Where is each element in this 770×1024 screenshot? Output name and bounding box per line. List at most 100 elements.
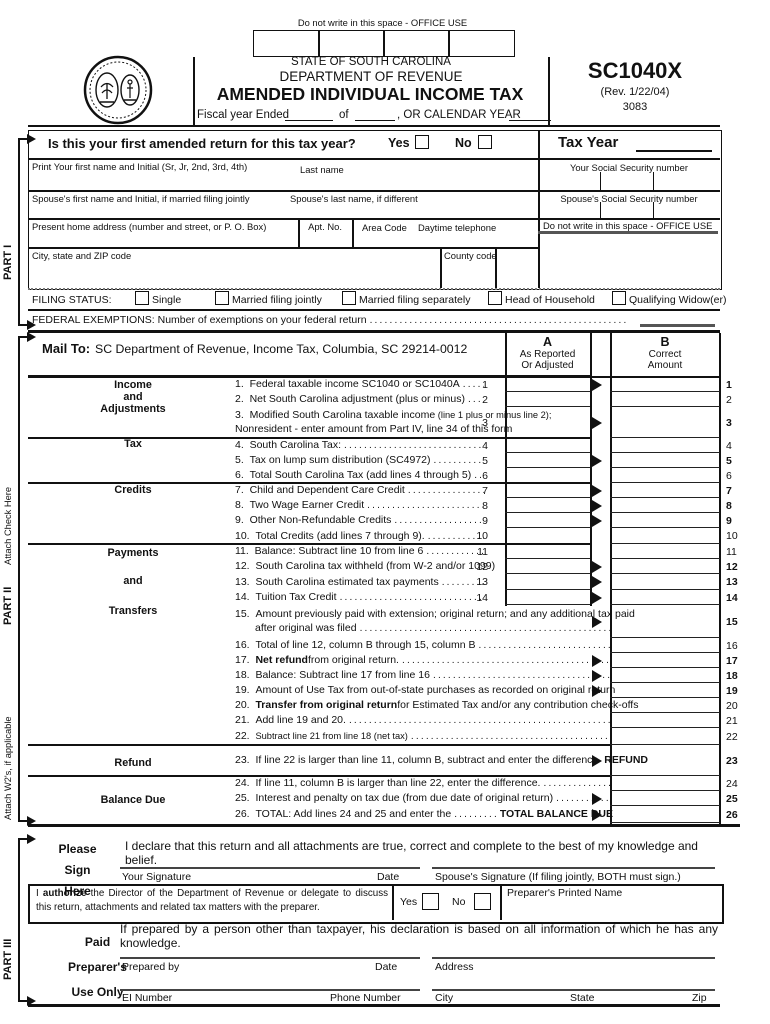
section-label-payments: Payments xyxy=(107,547,159,559)
line-4-left-number: 4 xyxy=(482,439,488,452)
line-8-col-a-cell[interactable] xyxy=(505,499,590,513)
last-name-field[interactable] xyxy=(300,172,530,188)
filing-status-checkbox-2[interactable] xyxy=(215,291,229,305)
line-7-col-a-cell[interactable] xyxy=(505,484,590,498)
line-23-col-b-cell[interactable] xyxy=(610,746,720,776)
federal-exemptions-field[interactable] xyxy=(640,324,715,327)
line-11-col-b-cell[interactable] xyxy=(610,545,720,559)
ei-number-label: EI Number xyxy=(122,992,173,1004)
line-23-right-number: 23 xyxy=(726,754,738,767)
filing-status-checkbox-3[interactable] xyxy=(342,291,356,305)
line-9-col-b-cell[interactable] xyxy=(610,514,720,528)
fiscal-month-field[interactable] xyxy=(285,120,333,121)
prepared-by-field[interactable] xyxy=(120,956,420,959)
line-2-col-a-cell[interactable] xyxy=(505,393,590,407)
form-line-14: 14. Tuition Tax Credit..................… xyxy=(28,590,740,605)
filing-status-checkbox-5[interactable] xyxy=(612,291,626,305)
line-8-col-b-cell[interactable] xyxy=(610,499,720,513)
line-1-col-a-cell[interactable] xyxy=(505,378,590,392)
line-6-col-a-cell[interactable] xyxy=(505,469,590,483)
line-3-col-a-cell[interactable] xyxy=(505,408,590,438)
part2-bracket-top-stub xyxy=(18,336,28,338)
line-23-arrow-icon xyxy=(592,754,602,767)
city-state-zip-field[interactable] xyxy=(30,260,435,284)
line-5-col-a-cell[interactable] xyxy=(505,454,590,468)
spouse-signature-field[interactable] xyxy=(432,866,715,869)
paid-preparer-label: Paid Preparer's Use Only xyxy=(68,935,127,999)
line-11-col-a-cell[interactable] xyxy=(505,545,590,559)
line-14-col-a-cell[interactable] xyxy=(505,591,590,605)
line-9-col-a-cell[interactable] xyxy=(505,514,590,528)
mail-to-label: Mail To: xyxy=(42,341,91,356)
header-divider-left xyxy=(193,57,195,125)
line-14-col-b-cell[interactable] xyxy=(610,591,720,605)
line-5-col-b-cell[interactable] xyxy=(610,454,720,468)
line-6-col-b-cell[interactable] xyxy=(610,469,720,483)
filing-status-option-label: Head of Household xyxy=(505,294,595,306)
line-22-col-b-cell[interactable] xyxy=(610,729,720,745)
first-name-field[interactable] xyxy=(30,172,290,188)
form-line-23: 23. If line 22 is larger than line 11, c… xyxy=(28,744,740,776)
line-20-col-b-cell[interactable] xyxy=(610,699,720,713)
home-address-field[interactable] xyxy=(30,230,295,246)
section-label-adjustments: Adjustments xyxy=(100,403,166,415)
your-signature-field[interactable] xyxy=(120,866,420,869)
county-code-field[interactable] xyxy=(444,260,492,284)
line-10-col-a-cell[interactable] xyxy=(505,529,590,544)
part3-bracket-bottom-arrow xyxy=(27,996,36,1006)
spouse-first-name-field[interactable] xyxy=(30,203,280,217)
line-4-col-b-cell[interactable] xyxy=(610,439,720,453)
line-15-col-b-cell[interactable] xyxy=(610,606,720,638)
line-26-col-b-cell[interactable] xyxy=(610,807,720,823)
authorize-yes-checkbox[interactable] xyxy=(422,893,439,910)
question-no-checkbox[interactable] xyxy=(478,135,492,149)
part1-office-use-label: Do not write in this space - OFFICE USE xyxy=(543,220,713,231)
filing-status-checkbox-4[interactable] xyxy=(488,291,502,305)
line-13-col-a-cell[interactable] xyxy=(505,575,590,590)
first-amended-question: Is this your first amended return for th… xyxy=(48,136,356,151)
line-1-right-number: 1 xyxy=(726,378,732,391)
form-line-8: 8. Two Wage Earner Credit...............… xyxy=(28,498,740,513)
line-1-col-b-cell[interactable] xyxy=(610,378,720,392)
line-19-col-b-cell[interactable] xyxy=(610,684,720,698)
line-7-col-b-cell[interactable] xyxy=(610,484,720,498)
form-line-16: 16. Total of line 12, column B through 1… xyxy=(28,638,740,653)
line-25-col-b-cell[interactable] xyxy=(610,792,720,806)
telephone-field[interactable] xyxy=(356,230,534,246)
line-18-col-b-cell[interactable] xyxy=(610,669,720,683)
line-12-right-number: 12 xyxy=(726,560,738,573)
preparer-printed-name-field[interactable] xyxy=(507,898,712,916)
line-12-col-a-cell[interactable] xyxy=(505,560,590,574)
part1-label: PART I xyxy=(2,244,14,280)
tax-year-field[interactable] xyxy=(636,134,712,152)
line-13-col-b-cell[interactable] xyxy=(610,575,720,590)
authorize-text: I authorize the Director of the Departme… xyxy=(36,888,388,913)
col-header-bottom-rule xyxy=(505,376,720,378)
state-seal-logo xyxy=(83,55,153,125)
line-17-col-b-cell[interactable] xyxy=(610,654,720,668)
preparer-address-field[interactable] xyxy=(432,956,715,959)
ei-number-field[interactable] xyxy=(120,988,420,991)
line-14-left-number: 14 xyxy=(476,591,488,604)
preparer-city-field[interactable] xyxy=(432,988,715,991)
question-yes-checkbox[interactable] xyxy=(415,135,429,149)
filing-status-checkbox-1[interactable] xyxy=(135,291,149,305)
apt-no-field[interactable] xyxy=(300,230,350,246)
spouse-ssn-field[interactable] xyxy=(545,203,715,217)
line-16-col-b-cell[interactable] xyxy=(610,639,720,653)
line-21-col-b-cell[interactable] xyxy=(610,714,720,728)
col-b-left-border xyxy=(610,333,612,825)
line-24-col-b-cell[interactable] xyxy=(610,777,720,791)
line-3-col-b-cell[interactable] xyxy=(610,408,720,438)
line-2-col-b-cell[interactable] xyxy=(610,393,720,407)
spouse-last-name-field[interactable] xyxy=(290,203,530,217)
calendar-year-field[interactable] xyxy=(509,120,551,121)
your-ssn-field[interactable] xyxy=(545,172,715,188)
line-10-col-b-cell[interactable] xyxy=(610,529,720,544)
authorize-no-checkbox[interactable] xyxy=(474,893,491,910)
line-14-right-number: 14 xyxy=(726,591,738,604)
fiscal-year-field[interactable] xyxy=(355,120,395,121)
line-12-col-b-cell[interactable] xyxy=(610,560,720,574)
line-4-col-a-cell[interactable] xyxy=(505,439,590,453)
line-24-label: 24. If line 11, column B is larger than … xyxy=(235,777,610,789)
